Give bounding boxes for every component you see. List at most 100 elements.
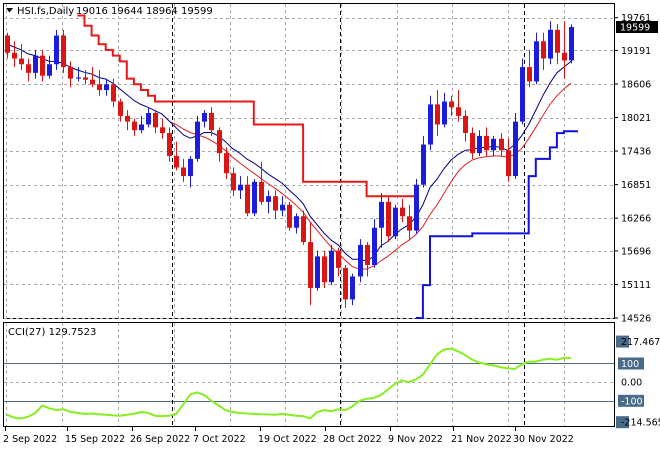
candle [343, 264, 348, 309]
candle-body [393, 207, 398, 237]
last-price-marker: 19599 [616, 21, 658, 34]
candle-body [428, 104, 433, 145]
candle-body [562, 52, 567, 61]
candle-body [343, 267, 348, 300]
candle [513, 112, 518, 179]
candle [104, 78, 109, 96]
candle [160, 118, 165, 139]
cci-level-label-bg [618, 394, 644, 407]
candle [400, 199, 405, 222]
candle [428, 95, 433, 151]
candle [209, 107, 214, 136]
candle [118, 98, 123, 122]
candle [301, 210, 306, 245]
symbol-label: HSI.fs,Daily [17, 6, 74, 17]
candle [202, 110, 207, 128]
candle-body [26, 64, 31, 73]
candle [329, 244, 334, 286]
candle [336, 247, 341, 277]
cci-tick-label: -214.565 [621, 418, 660, 429]
candle [26, 58, 31, 82]
time-tick-label: 21 Nov 2022 [451, 434, 512, 445]
candle [167, 127, 172, 162]
candle [506, 138, 511, 182]
chart-header: HSI.fs,Daily 19016 19644 18964 19599 [6, 6, 213, 17]
candle-body [224, 153, 229, 174]
candle [491, 135, 496, 157]
candle-body [188, 158, 193, 177]
candle [19, 44, 24, 70]
candle-body [287, 204, 292, 228]
time-axis: 2 Sep 2022 15 Sep 2022 26 Sep 2022 7 Oct 20… [3, 426, 574, 445]
candle-body [209, 112, 214, 131]
candle-body [555, 29, 560, 53]
candle-body [252, 181, 257, 214]
price-tick-label: 16266 [621, 214, 651, 225]
candle-body [336, 250, 341, 268]
candle-body [350, 276, 355, 300]
candle [442, 92, 447, 128]
candle-body [513, 121, 518, 177]
cci-panel-frame [3, 322, 615, 427]
candle-body [520, 67, 525, 122]
candle [33, 49, 38, 79]
candle [287, 201, 292, 231]
cci-edge-label-bg [616, 335, 629, 348]
candle [527, 49, 532, 88]
candle [83, 69, 88, 85]
candle-body [132, 121, 137, 131]
candle-body [379, 201, 384, 228]
candle [54, 29, 59, 70]
candle [280, 196, 285, 217]
candle [350, 273, 355, 306]
candle [548, 21, 553, 65]
candle [266, 190, 271, 214]
candle [499, 133, 504, 157]
collapse-triangle-icon[interactable] [6, 8, 13, 13]
candle-body [111, 84, 116, 102]
candle [520, 58, 525, 125]
candle [294, 213, 299, 234]
cci-tick-label: 100 [621, 359, 639, 370]
cci-level-label-bg [618, 357, 644, 370]
candle-body [83, 77, 88, 80]
candle [252, 178, 257, 217]
candle [5, 32, 10, 59]
time-tick-label: 15 Sep 2022 [65, 434, 125, 445]
candle-body [463, 115, 468, 134]
candle-body [12, 52, 17, 59]
candle [47, 55, 52, 79]
price-tick-label: 18021 [621, 113, 651, 124]
candle [68, 61, 73, 88]
candle-body [245, 184, 250, 214]
cci-line [6, 347, 571, 420]
candle [407, 204, 412, 240]
time-tick-label: 30 Nov 2022 [513, 434, 574, 445]
candle [470, 127, 475, 159]
time-tick-label: 28 Oct 2022 [323, 434, 382, 445]
candle-body [477, 135, 482, 154]
candle [555, 24, 560, 65]
candle [393, 204, 398, 240]
candle [188, 156, 193, 188]
candle-body [238, 184, 243, 191]
candle-body [33, 55, 38, 73]
candle-body [358, 244, 363, 277]
candle-body [541, 41, 546, 59]
candle [449, 95, 454, 116]
candle-body [160, 127, 165, 134]
candle-body [104, 84, 109, 91]
candle [90, 67, 95, 88]
price-tick-label: 15696 [621, 246, 651, 257]
candle [477, 130, 482, 157]
candle-body [167, 133, 172, 157]
cci-tick-label: -100 [621, 396, 643, 407]
candle [245, 176, 250, 217]
candle-body [153, 112, 158, 128]
cci-title: CCI(27) 129.7523 [8, 327, 96, 338]
candle-body [231, 173, 236, 191]
cci-tick-label: 0.00 [621, 378, 642, 389]
price-tick-label: 15111 [621, 280, 651, 291]
candle [386, 196, 391, 243]
